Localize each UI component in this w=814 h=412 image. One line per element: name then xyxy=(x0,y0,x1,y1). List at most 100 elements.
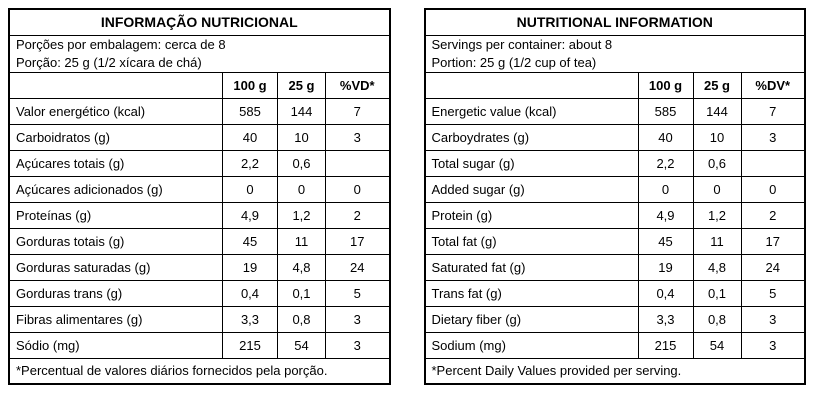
value-per-25g: 4,8 xyxy=(277,253,326,281)
nutrient-row: Gorduras totais (g) 45 11 17 xyxy=(8,227,390,255)
column-header: %VD* xyxy=(325,71,390,99)
column-header: 100 g xyxy=(637,71,694,99)
value-daily-pct: 2 xyxy=(325,201,390,229)
nutrient-row: Total sugar (g) 2,2 0,6 xyxy=(424,149,806,177)
column-header: 25 g xyxy=(692,71,742,99)
value-daily-pct: 17 xyxy=(325,227,390,255)
nutrient-row: Total fat (g) 45 11 17 xyxy=(424,227,806,255)
value-per-25g: 144 xyxy=(692,97,742,125)
nutrient-row: Açúcares totais (g) 2,2 0,6 xyxy=(8,149,390,177)
nutrient-row: Saturated fat (g) 19 4,8 24 xyxy=(424,253,806,281)
nutrient-row: Carboidratos (g) 40 10 3 xyxy=(8,123,390,151)
nutrient-row: Added sugar (g) 0 0 0 xyxy=(424,175,806,203)
value-per-100g: 585 xyxy=(222,97,278,125)
value-daily-pct: 24 xyxy=(325,253,390,281)
nutrient-row: Açúcares adicionados (g) 0 0 0 xyxy=(8,175,390,203)
value-daily-pct: 0 xyxy=(740,175,806,203)
value-daily-pct: 17 xyxy=(740,227,806,255)
nutrient-label: Trans fat (g) xyxy=(424,279,639,307)
value-daily-pct: 24 xyxy=(740,253,806,281)
nutrient-row: Gorduras trans (g) 0,4 0,1 5 xyxy=(8,279,390,307)
value-daily-pct xyxy=(325,149,390,177)
serving-line: Porção: 25 g (1/2 xícara de chá) xyxy=(16,54,202,70)
nutrient-label: Total sugar (g) xyxy=(424,149,639,177)
value-per-25g: 1,2 xyxy=(692,201,742,229)
nutrition-table: NUTRITIONAL INFORMATION Servings per cont… xyxy=(423,8,806,385)
footnote-row: *Percentual de valores diários fornecido… xyxy=(8,357,390,385)
value-per-100g: 3,3 xyxy=(637,305,694,333)
value-daily-pct: 7 xyxy=(740,97,806,125)
value-per-100g: 19 xyxy=(222,253,278,281)
nutrient-label: Carboidratos (g) xyxy=(8,123,223,151)
column-header-blank xyxy=(424,71,639,99)
value-per-100g: 215 xyxy=(637,331,694,359)
nutrient-label: Gorduras totais (g) xyxy=(8,227,223,255)
serving-line: Portion: 25 g (1/2 cup of tea) xyxy=(431,54,597,70)
nutrient-label: Protein (g) xyxy=(424,201,639,229)
value-daily-pct: 3 xyxy=(325,331,390,359)
value-daily-pct: 3 xyxy=(325,123,390,151)
value-per-100g: 0,4 xyxy=(637,279,694,307)
nutrient-row: Gorduras saturadas (g) 19 4,8 24 xyxy=(8,253,390,281)
value-daily-pct: 3 xyxy=(325,305,390,333)
nutrient-label: Gorduras trans (g) xyxy=(8,279,223,307)
value-daily-pct: 3 xyxy=(740,123,806,151)
value-per-100g: 45 xyxy=(637,227,694,255)
value-per-100g: 585 xyxy=(637,97,694,125)
value-daily-pct: 5 xyxy=(325,279,390,307)
table-title: INFORMAÇÃO NUTRICIONAL xyxy=(8,8,390,36)
value-per-100g: 2,2 xyxy=(222,149,278,177)
value-per-100g: 40 xyxy=(637,123,694,151)
value-per-100g: 3,3 xyxy=(222,305,278,333)
nutrient-row: Proteínas (g) 4,9 1,2 2 xyxy=(8,201,390,229)
nutrient-label: Valor energético (kcal) xyxy=(8,97,223,125)
value-per-100g: 2,2 xyxy=(637,149,694,177)
nutrient-row: Sódio (mg) 215 54 3 xyxy=(8,331,390,359)
nutrient-label: Saturated fat (g) xyxy=(424,253,639,281)
value-per-100g: 0 xyxy=(222,175,278,203)
value-per-25g: 144 xyxy=(277,97,326,125)
serving-info-row: Porções por embalagem: cerca de 8 Porção:… xyxy=(8,34,390,73)
nutrient-label: Gorduras saturadas (g) xyxy=(8,253,223,281)
value-daily-pct: 2 xyxy=(740,201,806,229)
value-per-25g: 0,8 xyxy=(277,305,326,333)
value-daily-pct: 5 xyxy=(740,279,806,307)
value-per-25g: 10 xyxy=(277,123,326,151)
serving-info: Porções por embalagem: cerca de 8 Porção:… xyxy=(8,34,390,73)
value-per-25g: 0 xyxy=(692,175,742,203)
nutrient-label: Sodium (mg) xyxy=(424,331,639,359)
serving-line: Porções por embalagem: cerca de 8 xyxy=(16,36,226,52)
column-header-blank xyxy=(8,71,223,99)
column-header: 25 g xyxy=(277,71,326,99)
nutrient-label: Total fat (g) xyxy=(424,227,639,255)
nutrient-row: Valor energético (kcal) 585 144 7 xyxy=(8,97,390,125)
footnote-row: *Percent Daily Values provided per servi… xyxy=(424,357,806,385)
value-per-100g: 19 xyxy=(637,253,694,281)
nutrient-label: Carboydrates (g) xyxy=(424,123,639,151)
nutrient-label: Fibras alimentares (g) xyxy=(8,305,223,333)
column-header-row: 100 g 25 g %VD* xyxy=(8,71,390,99)
nutrition-labels: INFORMAÇÃO NUTRICIONAL Porções por embala… xyxy=(8,8,806,385)
nutrient-row: Protein (g) 4,9 1,2 2 xyxy=(424,201,806,229)
nutrient-label: Sódio (mg) xyxy=(8,331,223,359)
table-title: NUTRITIONAL INFORMATION xyxy=(424,8,806,36)
value-per-25g: 4,8 xyxy=(692,253,742,281)
value-per-25g: 0,1 xyxy=(692,279,742,307)
serving-line: Servings per container: about 8 xyxy=(431,36,613,52)
value-per-25g: 10 xyxy=(692,123,742,151)
value-per-25g: 0,1 xyxy=(277,279,326,307)
value-daily-pct: 7 xyxy=(325,97,390,125)
column-header: 100 g xyxy=(222,71,278,99)
nutrition-table: INFORMAÇÃO NUTRICIONAL Porções por embala… xyxy=(8,8,391,385)
value-per-25g: 54 xyxy=(692,331,742,359)
nutrient-label: Açúcares adicionados (g) xyxy=(8,175,223,203)
nutrient-label: Açúcares totais (g) xyxy=(8,149,223,177)
serving-info: Servings per container: about 8 Portion: … xyxy=(424,34,806,73)
value-per-100g: 4,9 xyxy=(222,201,278,229)
nutrient-row: Carboydrates (g) 40 10 3 xyxy=(424,123,806,151)
column-header: %DV* xyxy=(740,71,806,99)
nutrient-row: Energetic value (kcal) 585 144 7 xyxy=(424,97,806,125)
nutrient-row: Dietary fiber (g) 3,3 0,8 3 xyxy=(424,305,806,333)
footnote: *Percent Daily Values provided per servi… xyxy=(424,357,806,385)
value-per-100g: 0,4 xyxy=(222,279,278,307)
